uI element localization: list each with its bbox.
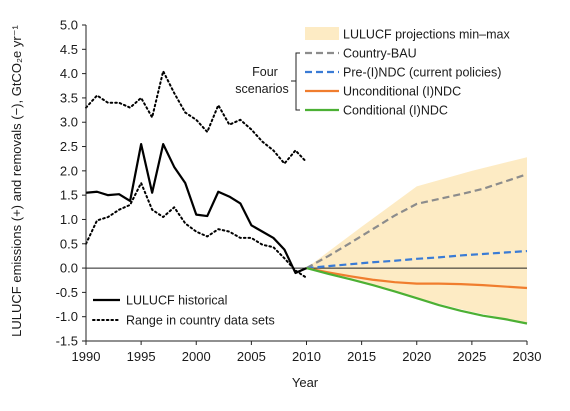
x-tick-label: 2010 bbox=[292, 349, 321, 364]
legend-label: Unconditional (I)NDC bbox=[343, 85, 461, 99]
series-line-conditional-i-ndc bbox=[306, 267, 528, 325]
legend-label: Range in country data sets bbox=[126, 314, 275, 328]
x-tick-label: 1990 bbox=[72, 349, 101, 364]
series-line-country-bau bbox=[305, 173, 528, 270]
y-tick-label: 4.0 bbox=[60, 66, 78, 81]
series-line-lulucf-historical bbox=[85, 143, 307, 275]
y-tick-label: 0.0 bbox=[60, 261, 78, 276]
series-line-range-in-country-data-sets-lower bbox=[85, 182, 308, 279]
legend-label: Conditional (I)NDC bbox=[343, 104, 448, 118]
legend-swatch-band bbox=[305, 27, 339, 40]
series-line-range-in-country-data-sets-upper bbox=[85, 70, 308, 165]
legend: LULUCF projections min–max Country-BAU Pre… bbox=[92, 27, 510, 328]
y-tick-label: 4.5 bbox=[60, 42, 78, 57]
y-tick-label: 2.5 bbox=[60, 139, 78, 154]
y-tick-label: -0.5 bbox=[56, 285, 78, 300]
scenarios-annotation-line: scenarios bbox=[235, 82, 289, 96]
y-tick-label: 3.0 bbox=[60, 115, 78, 130]
x-tick-label: 2030 bbox=[513, 349, 542, 364]
x-tick-label: 2025 bbox=[457, 349, 486, 364]
y-tick-label: 1.5 bbox=[60, 188, 78, 203]
legend-label: Country-BAU bbox=[343, 47, 417, 61]
series-line-unconditional-i-ndc bbox=[306, 266, 528, 290]
x-tick-label: 2020 bbox=[402, 349, 431, 364]
y-tick-label: 1.0 bbox=[60, 212, 78, 227]
plot-area bbox=[85, 70, 528, 325]
x-axis-label: Year bbox=[292, 375, 319, 390]
axes: 5.0 4.5 4.0 3.5 3.0 2.5 2.0 1.5 1.0 0.5 0.0 -0.5 -1.… bbox=[56, 18, 542, 365]
y-tick-label: -1.0 bbox=[56, 309, 78, 324]
legend-label: LULUCF historical bbox=[126, 294, 227, 308]
y-axis-label: LULUCF emissions (+) and removals (−), G… bbox=[9, 24, 24, 336]
scenarios-annotation-line: Four bbox=[252, 65, 278, 79]
x-tick-label: 2000 bbox=[182, 349, 211, 364]
series-line-pre-i-ndc-current-policies bbox=[306, 249, 528, 270]
scenarios-bracket bbox=[295, 52, 300, 111]
y-tick-label: 2.0 bbox=[60, 163, 78, 178]
legend-label: LULUCF projections min–max bbox=[343, 28, 510, 42]
x-tick-label: 2005 bbox=[237, 349, 266, 364]
legend-label: Pre-(I)NDC (current policies) bbox=[343, 66, 501, 80]
y-tick-label: 5.0 bbox=[60, 18, 78, 33]
y-tick-label: 3.5 bbox=[60, 90, 78, 105]
y-tick-label: 0.5 bbox=[60, 236, 78, 251]
y-tick-label: -1.5 bbox=[56, 334, 78, 349]
x-tick-label: 2015 bbox=[347, 349, 376, 364]
x-tick-label: 1995 bbox=[127, 349, 156, 364]
